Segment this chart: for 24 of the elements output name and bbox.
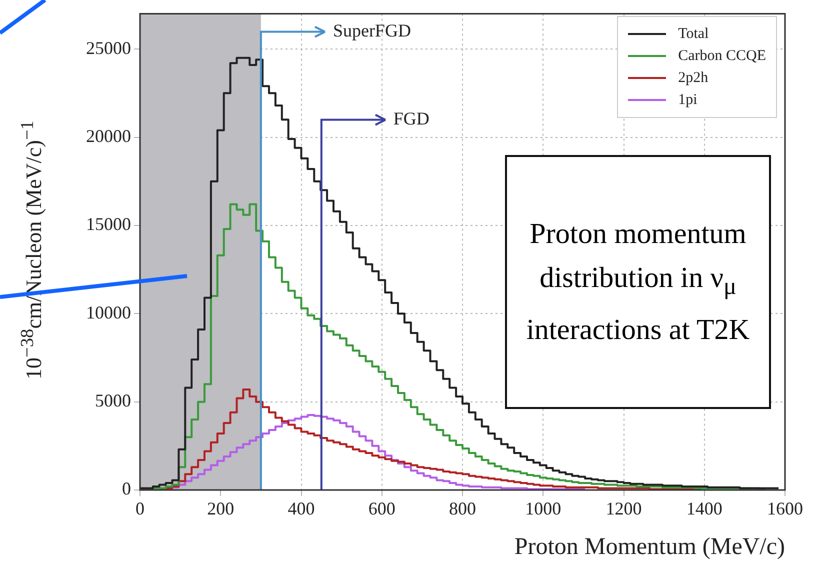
y-tick-label: 20000 bbox=[86, 126, 131, 146]
text-box: Proton momentum distribution in ν$_{μ}$ interactions at T2K bbox=[505, 155, 771, 409]
x-tick-label: 1400 bbox=[686, 498, 722, 519]
y-tick-label: 10000 bbox=[86, 302, 131, 322]
y-tick-label: 0 bbox=[122, 478, 131, 499]
legend-label: 1pi bbox=[678, 92, 698, 108]
x-tick-label: 400 bbox=[288, 498, 315, 519]
x-tick-label: 1200 bbox=[606, 498, 642, 519]
x-axis-title: Proton Momentum (MeV/c) bbox=[514, 534, 785, 560]
x-tick-label: 1000 bbox=[525, 498, 562, 519]
annotation: Proton momentum distribution in ν$_{μ}$ interactions at T2K bbox=[525, 216, 751, 348]
legend-label: Total bbox=[678, 26, 709, 42]
y-tick-label: 5000 bbox=[95, 390, 131, 411]
legend-label: 2p2h bbox=[678, 70, 708, 86]
x-tick-label: 600 bbox=[368, 498, 396, 519]
ref-line-label: SuperFGD bbox=[332, 20, 411, 41]
ref-line-label: FGD bbox=[393, 108, 430, 129]
x-tick-label: 200 bbox=[207, 498, 234, 519]
x-tick-label: 0 bbox=[136, 498, 144, 519]
x-tick-label: 1600 bbox=[767, 498, 803, 519]
y-tick-label: 25000 bbox=[86, 38, 131, 58]
y-tick-label: 15000 bbox=[86, 214, 131, 234]
x-tick-label: 800 bbox=[449, 498, 476, 519]
legend-label: Carbon CCQE bbox=[678, 48, 766, 64]
